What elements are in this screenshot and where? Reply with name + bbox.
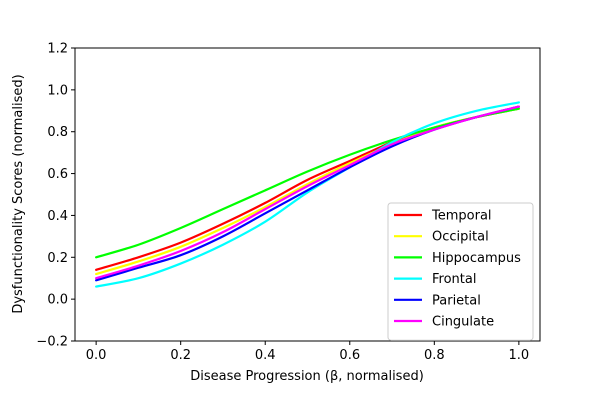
y-tick-label: −0.2 — [36, 335, 68, 350]
x-tick-label: 0.4 — [255, 348, 276, 363]
y-tick-label: 0.2 — [47, 251, 68, 266]
y-tick-label: 1.2 — [47, 42, 68, 57]
x-axis-label: Disease Progression (β, normalised) — [190, 369, 424, 384]
legend-label: Cingulate — [432, 315, 494, 330]
y-tick-label: 1.0 — [47, 83, 68, 98]
x-tick-label: 0.2 — [170, 348, 191, 363]
x-tick-label: 0.8 — [424, 348, 445, 363]
y-tick-label: 0.0 — [47, 293, 68, 308]
series-line-frontal — [95, 101, 520, 288]
legend-label: Frontal — [432, 272, 476, 287]
y-axis-ticks: −0.2 0.0 0.2 0.4 0.6 0.8 1.0 1.2 — [36, 42, 75, 350]
legend-label: Parietal — [432, 293, 481, 308]
x-axis-ticks: 0.0 0.2 0.4 0.6 0.8 1.0 — [86, 341, 529, 363]
legend-label: Occipital — [432, 230, 489, 245]
legend-label: Temporal — [431, 209, 492, 224]
y-axis-label: Dysfunctionality Scores (normalised) — [11, 74, 26, 313]
series-line-cingulate — [95, 105, 520, 280]
legend-box — [387, 202, 534, 341]
y-tick-label: 0.4 — [47, 209, 68, 224]
plot-frame — [74, 47, 541, 342]
x-tick-label: 0.0 — [86, 348, 107, 363]
x-tick-label: 0.6 — [339, 348, 360, 363]
legend: Temporal Occipital Hippocampus Frontal Parie… — [387, 202, 534, 341]
x-tick-label: 1.0 — [509, 348, 530, 363]
y-tick-label: 0.6 — [47, 167, 68, 182]
series-layer — [95, 101, 520, 288]
legend-label: Hippocampus — [432, 251, 521, 266]
y-tick-label: 0.8 — [47, 125, 68, 140]
series-line-hippocampus — [95, 107, 520, 259]
